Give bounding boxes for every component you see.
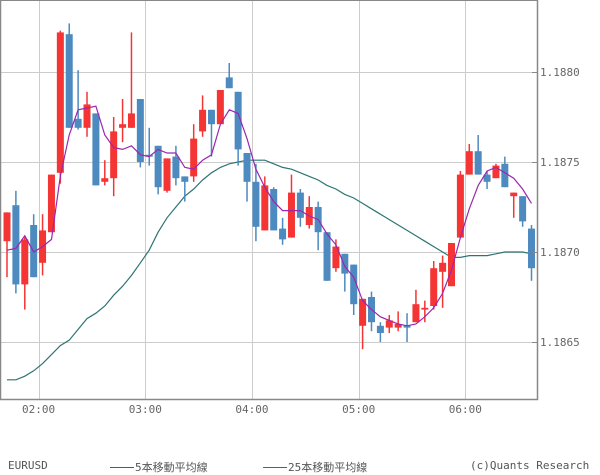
candle-up bbox=[359, 298, 367, 350]
x-tick-label: 04:00 bbox=[235, 403, 268, 416]
candle-up bbox=[83, 91, 91, 137]
candle-down bbox=[376, 322, 384, 342]
ma5-label: 5本移動平均線 bbox=[135, 461, 208, 474]
candle-down bbox=[12, 190, 20, 294]
x-tick-label: 06:00 bbox=[449, 403, 482, 416]
candle-down bbox=[92, 113, 100, 186]
candle-down bbox=[145, 127, 153, 166]
x-tick-label: 02:00 bbox=[22, 403, 55, 416]
x-axis-labels: 02:00 03:00 04:00 05:00 06:00 bbox=[22, 403, 482, 416]
candle-up bbox=[3, 212, 11, 278]
candle-up bbox=[101, 160, 109, 186]
ma5-polyline bbox=[6, 105, 533, 327]
candle-down bbox=[225, 63, 233, 89]
ma5-line bbox=[6, 105, 533, 327]
candle-up bbox=[465, 144, 473, 175]
legend-ma5: 5本移動平均線 bbox=[110, 459, 208, 475]
candle-down bbox=[279, 217, 287, 245]
credit-label: (c)Quants Research bbox=[470, 459, 590, 472]
candle-down bbox=[323, 232, 331, 281]
ma25-polyline bbox=[7, 159, 532, 381]
candle-up bbox=[190, 124, 198, 182]
legend: EURUSD 5本移動平均線 25本移動平均線 (c)Quants Resear… bbox=[0, 459, 600, 475]
candle-up bbox=[448, 243, 455, 287]
candle-down bbox=[296, 189, 304, 227]
legend-ma25: 25本移動平均線 bbox=[263, 459, 367, 475]
candle-up bbox=[412, 289, 420, 323]
chart-canvas: 1.1865 1.1870 1.1875 1.1880 02:00 03:00 04:00… bbox=[0, 0, 580, 416]
candle-down bbox=[270, 187, 278, 231]
x-tick-label: 03:00 bbox=[129, 403, 162, 416]
candle-down bbox=[74, 70, 82, 130]
candle-up bbox=[430, 261, 438, 310]
candle-up bbox=[456, 171, 464, 238]
candle-down bbox=[154, 145, 162, 195]
legend-credit: (c)Quants Research bbox=[470, 459, 589, 472]
candle-down bbox=[65, 23, 73, 128]
candle-down bbox=[30, 214, 38, 278]
candle-up bbox=[163, 158, 171, 193]
candle-down bbox=[474, 135, 482, 175]
ma25-swatch-icon bbox=[263, 466, 287, 468]
candles bbox=[3, 23, 536, 350]
candle-down bbox=[519, 196, 527, 227]
candle-down bbox=[501, 156, 509, 188]
y-tick-label: 1.1880 bbox=[540, 66, 580, 79]
x-tick-label: 05:00 bbox=[342, 403, 375, 416]
candle-down bbox=[136, 99, 144, 168]
candle-down bbox=[314, 201, 322, 251]
candle-up bbox=[216, 90, 224, 125]
candle-up bbox=[47, 174, 55, 233]
candle-up bbox=[421, 300, 429, 323]
candle-down bbox=[207, 109, 215, 157]
candle-down bbox=[350, 264, 358, 315]
candle-up bbox=[385, 315, 393, 333]
gridlines bbox=[0, 0, 537, 399]
candle-down bbox=[403, 313, 411, 342]
candle-up bbox=[287, 174, 295, 238]
candle-up bbox=[199, 95, 207, 137]
candle-down bbox=[483, 171, 491, 189]
candle-down bbox=[528, 225, 536, 281]
candle-up bbox=[119, 99, 127, 143]
y-tick-label: 1.1870 bbox=[540, 246, 580, 259]
y-axis-labels: 1.1865 1.1870 1.1875 1.1880 bbox=[532, 66, 580, 349]
y-tick-label: 1.1865 bbox=[540, 336, 580, 349]
candle-down bbox=[172, 145, 180, 186]
candle-down bbox=[243, 153, 251, 202]
candle-down bbox=[341, 253, 349, 292]
candle-up bbox=[110, 117, 118, 197]
candle-up bbox=[21, 235, 29, 310]
candle-up bbox=[510, 192, 518, 218]
ma25-line bbox=[7, 159, 532, 381]
candle-down bbox=[181, 176, 189, 202]
candle-up bbox=[56, 30, 64, 184]
candle-up bbox=[394, 311, 402, 332]
candle-down bbox=[234, 91, 242, 166]
candle-up bbox=[305, 196, 313, 229]
candle-up bbox=[492, 163, 500, 179]
legend-symbol: EURUSD bbox=[8, 459, 48, 472]
symbol-label: EURUSD bbox=[8, 459, 48, 472]
y-tick-label: 1.1875 bbox=[540, 156, 580, 169]
candle-up bbox=[261, 176, 269, 231]
candle-down bbox=[252, 163, 260, 242]
ma25-label: 25本移動平均線 bbox=[288, 461, 368, 474]
candle-up bbox=[127, 32, 135, 128]
ma5-swatch-icon bbox=[110, 466, 134, 468]
plot-frame bbox=[0, 0, 539, 401]
candle-up bbox=[439, 255, 447, 308]
